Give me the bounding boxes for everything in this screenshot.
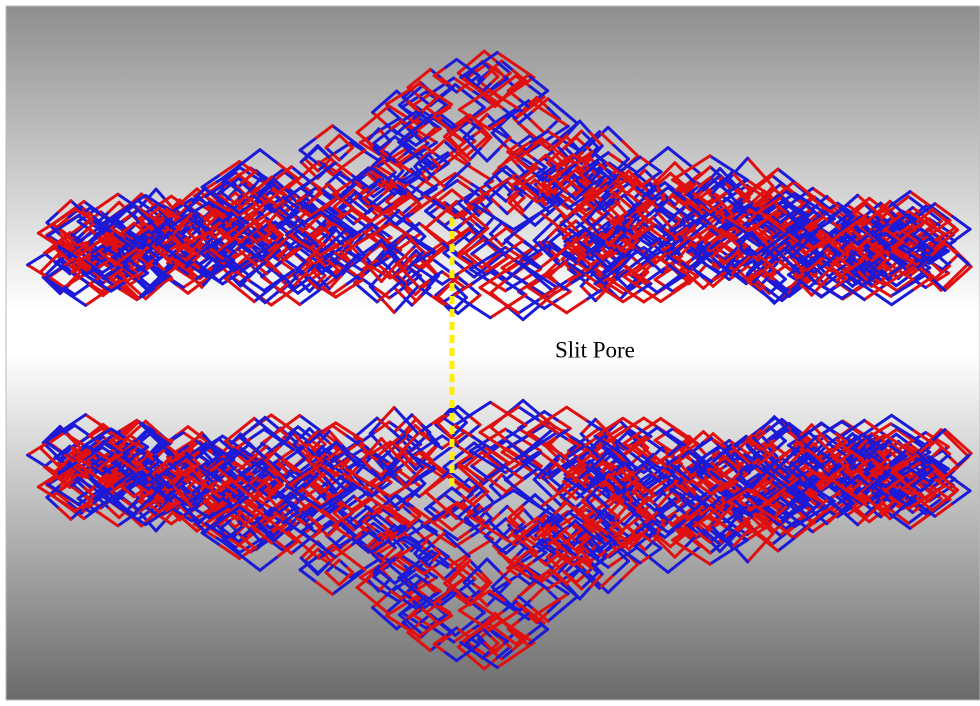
scene: Slit Pore bbox=[0, 0, 980, 706]
